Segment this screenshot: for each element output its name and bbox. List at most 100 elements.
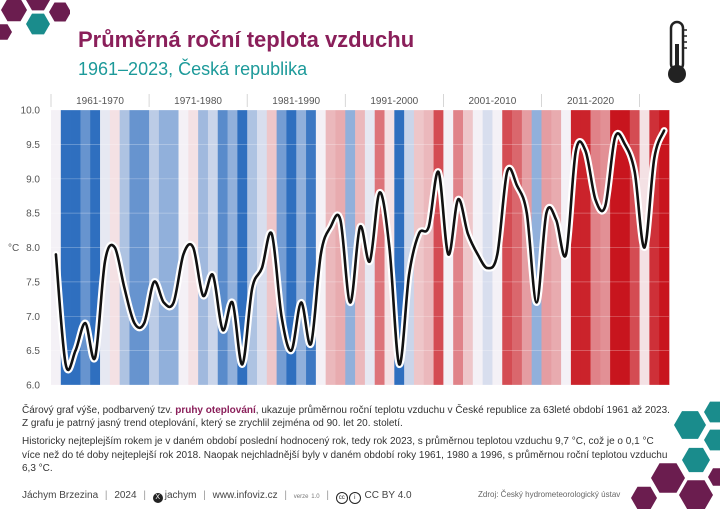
stripe-1996 bbox=[394, 110, 405, 385]
stripe-1961 bbox=[51, 110, 62, 385]
description-text: , ukazuje průměrnou roční teplotu vzduch… bbox=[22, 405, 670, 430]
stripe-2010 bbox=[531, 110, 542, 385]
temperature-chart: 1961-1970 1971-1980 1981-1990 1991-2000 2001… bbox=[8, 94, 670, 392]
page-subtitle: 1961–2023, Česká republika bbox=[78, 59, 308, 79]
stripe-2023 bbox=[659, 110, 670, 385]
hexagon-shape bbox=[1, 0, 27, 22]
decade-label: 1971-1980 bbox=[174, 96, 222, 107]
stripe-2014 bbox=[570, 110, 582, 385]
hexagon-shape bbox=[704, 429, 720, 451]
stripe-2008 bbox=[512, 110, 523, 385]
stripe-2022 bbox=[649, 110, 660, 385]
y-tick-label: 8.5 bbox=[26, 209, 40, 220]
decade-label: 1961-1970 bbox=[76, 96, 124, 107]
hexagon-shape bbox=[49, 2, 70, 22]
decade-label: 1991-2000 bbox=[370, 96, 418, 107]
stripe-1964 bbox=[80, 110, 91, 385]
stripe-2011 bbox=[541, 110, 552, 385]
description-highlight: pruhy oteplování bbox=[175, 405, 256, 416]
stripe-2016 bbox=[590, 110, 601, 385]
version-label: verze bbox=[293, 494, 309, 500]
stripe-2017 bbox=[600, 110, 611, 385]
stripe-1977 bbox=[207, 110, 219, 385]
hexagon-shape bbox=[0, 24, 12, 40]
description-text: Čárový graf výše, podbarvený tzv. bbox=[22, 405, 176, 416]
stripe-2015 bbox=[580, 110, 591, 385]
hexagon-shape bbox=[679, 480, 713, 509]
stripe-1978 bbox=[217, 110, 228, 385]
version-number: 1.0 bbox=[311, 494, 320, 500]
stripe-1980 bbox=[237, 110, 248, 385]
stripe-1973 bbox=[168, 110, 179, 385]
separator: | bbox=[203, 490, 206, 501]
stripe-2005 bbox=[482, 110, 493, 385]
y-tick-label: 6.0 bbox=[26, 381, 40, 392]
stripe-1984 bbox=[276, 110, 287, 385]
stripe-1991 bbox=[345, 110, 356, 385]
stripe-1999 bbox=[423, 110, 434, 385]
hexagon-shape bbox=[26, 13, 50, 35]
data-source: Zdroj: Český hydrometeorologický ústav bbox=[478, 490, 621, 499]
y-tick-label: 7.5 bbox=[26, 277, 40, 288]
stripe-2002 bbox=[453, 110, 464, 385]
decade-labels: 1961-1970 1971-1980 1981-1990 1991-2000 2001… bbox=[50, 94, 640, 107]
hexagon-shape bbox=[631, 486, 657, 509]
y-tick-label: 8.0 bbox=[26, 243, 40, 254]
stripe-1963 bbox=[70, 110, 81, 385]
decade-label: 2001-2010 bbox=[468, 96, 516, 107]
stripe-2019 bbox=[619, 110, 631, 385]
y-axis-label: °C bbox=[8, 243, 19, 254]
stripe-1987 bbox=[306, 110, 317, 385]
website-link[interactable]: www.infoviz.cz bbox=[212, 490, 278, 501]
thermometer-icon bbox=[668, 20, 687, 83]
stripe-1972 bbox=[158, 110, 170, 385]
stripe-1970 bbox=[139, 110, 150, 385]
stripe-1979 bbox=[227, 110, 238, 385]
y-tick-label: 7.0 bbox=[26, 312, 40, 323]
license: CC BY 4.0 bbox=[364, 490, 412, 501]
stripe-1962 bbox=[60, 110, 71, 385]
stripe-1985 bbox=[286, 110, 297, 385]
stripe-1998 bbox=[413, 110, 425, 385]
cc-icon: cc bbox=[335, 492, 348, 504]
description-paragraph-1: Čárový graf výše, podbarvený tzv. pruhy … bbox=[22, 404, 672, 430]
separator: | bbox=[104, 490, 108, 501]
stripe-1968 bbox=[119, 110, 130, 385]
stripe-1982 bbox=[257, 110, 268, 385]
by-icon: i bbox=[348, 492, 361, 504]
hexagon-shape bbox=[708, 468, 720, 486]
stripe-1971 bbox=[149, 110, 160, 385]
separator: | bbox=[143, 490, 146, 501]
stripe-2018 bbox=[610, 110, 621, 385]
stripe-2000 bbox=[433, 110, 444, 385]
social-handle[interactable]: jachym bbox=[164, 490, 197, 501]
hexagon-decoration-bottom-right bbox=[631, 401, 720, 509]
stripe-1997 bbox=[404, 110, 415, 385]
description-paragraph-2: Historicky nejteplejším rokem je v daném… bbox=[22, 436, 668, 474]
description: Čárový graf výše, podbarvený tzv. pruhy … bbox=[22, 404, 672, 480]
footer-year: 2024 bbox=[114, 490, 137, 501]
stripe-1989 bbox=[325, 110, 336, 385]
decade-label: 2011-2020 bbox=[567, 96, 615, 107]
author-name: Jáchym Brzezina bbox=[22, 490, 99, 501]
hexagon-decoration-top-left bbox=[0, 0, 70, 40]
y-tick-label: 9.0 bbox=[26, 174, 40, 185]
separator: | bbox=[326, 490, 329, 501]
stripe-2012 bbox=[551, 110, 562, 385]
hexagon-shape bbox=[704, 401, 720, 423]
hexagon-shape bbox=[651, 463, 685, 493]
stripe-2007 bbox=[502, 110, 513, 385]
stripe-1969 bbox=[129, 110, 140, 385]
separator: | bbox=[284, 490, 287, 501]
stripe-1994 bbox=[374, 110, 385, 385]
page-title: Průměrná roční teplota vzduchu bbox=[78, 27, 415, 52]
stripe-2003 bbox=[463, 110, 474, 385]
temperature-line-series bbox=[54, 129, 666, 372]
stripe-1986 bbox=[296, 110, 307, 385]
stripe-1981 bbox=[247, 110, 258, 385]
hexagon-shape bbox=[674, 411, 706, 439]
y-tick-label: 9.5 bbox=[26, 140, 40, 151]
y-tick-label: 6.5 bbox=[26, 346, 40, 357]
y-tick-label: 10.0 bbox=[21, 106, 41, 117]
